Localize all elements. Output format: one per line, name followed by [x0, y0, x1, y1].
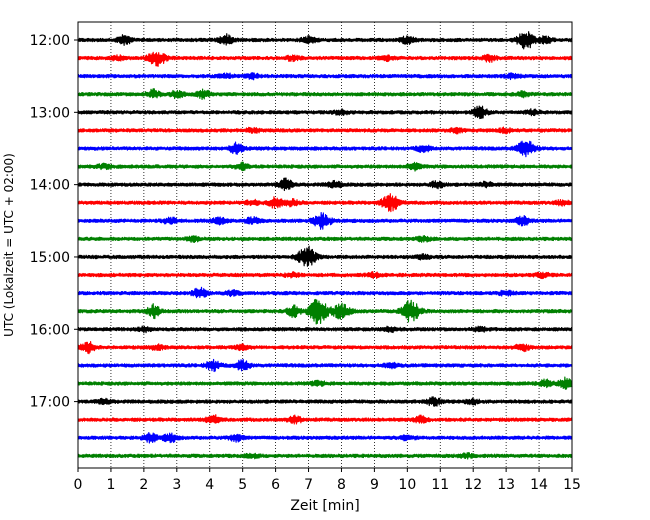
- trace-1600: [77, 325, 573, 334]
- trace-1700: [77, 396, 573, 407]
- seismic-traces: [77, 31, 573, 460]
- x-tick-label: 11: [431, 477, 449, 493]
- trace-1330: [77, 140, 573, 158]
- y-tick-label: 14:00: [30, 178, 70, 194]
- x-tick-label: 8: [337, 477, 346, 493]
- x-axis-ticks: 0 1 2 3 4 5 6 7 8 9 10 11 12 13 14 15: [74, 468, 581, 493]
- x-tick-label: 14: [530, 477, 548, 493]
- trace-1445: [77, 235, 573, 244]
- trace-1230: [77, 72, 573, 81]
- trace-1715: [77, 414, 573, 425]
- trace-1415: [77, 193, 573, 213]
- y-tick-label: 12:00: [30, 33, 70, 49]
- x-tick-label: 2: [139, 477, 148, 493]
- y-tick-label: 15:00: [30, 250, 70, 266]
- x-axis-label: Zeit [min]: [290, 498, 359, 514]
- x-tick-label: 9: [370, 477, 379, 493]
- trace-1200: [77, 31, 573, 50]
- x-tick-label: 15: [563, 477, 581, 493]
- x-tick-label: 0: [74, 477, 83, 493]
- trace-1730: [77, 432, 573, 444]
- trace-1745: [77, 452, 573, 460]
- y-tick-label: 13:00: [30, 105, 70, 121]
- trace-1345: [77, 161, 573, 172]
- trace-1500: [77, 245, 573, 267]
- x-tick-label: 10: [398, 477, 416, 493]
- trace-1545: [77, 298, 573, 325]
- x-tick-label: 13: [497, 477, 515, 493]
- x-tick-label: 7: [304, 477, 313, 493]
- trace-1515: [77, 270, 573, 280]
- trace-1615: [77, 341, 573, 355]
- x-tick-label: 3: [172, 477, 181, 493]
- y-axis-label: UTC (Lokalzeit = UTC + 02:00): [2, 153, 16, 337]
- trace-1315: [77, 126, 573, 135]
- x-tick-label: 1: [106, 477, 115, 493]
- plot-frame: [77, 21, 573, 469]
- trace-1645: [77, 376, 573, 390]
- x-tick-label: 12: [464, 477, 482, 493]
- trace-1430: [77, 212, 573, 230]
- x-tick-label: 6: [271, 477, 280, 493]
- trace-1300: [77, 105, 573, 120]
- y-tick-label: 17:00: [30, 395, 70, 411]
- x-tick-label: 5: [238, 477, 247, 493]
- y-axis-ticks: 12:00 13:00 14:00 15:00 16:00 17:00: [30, 33, 78, 411]
- trace-1245: [77, 88, 573, 101]
- x-tick-label: 4: [205, 477, 214, 493]
- trace-1400: [77, 177, 573, 192]
- trace-1215: [77, 51, 573, 67]
- y-tick-label: 16:00: [30, 322, 70, 338]
- trace-1630: [77, 358, 573, 373]
- trace-1530: [77, 286, 573, 299]
